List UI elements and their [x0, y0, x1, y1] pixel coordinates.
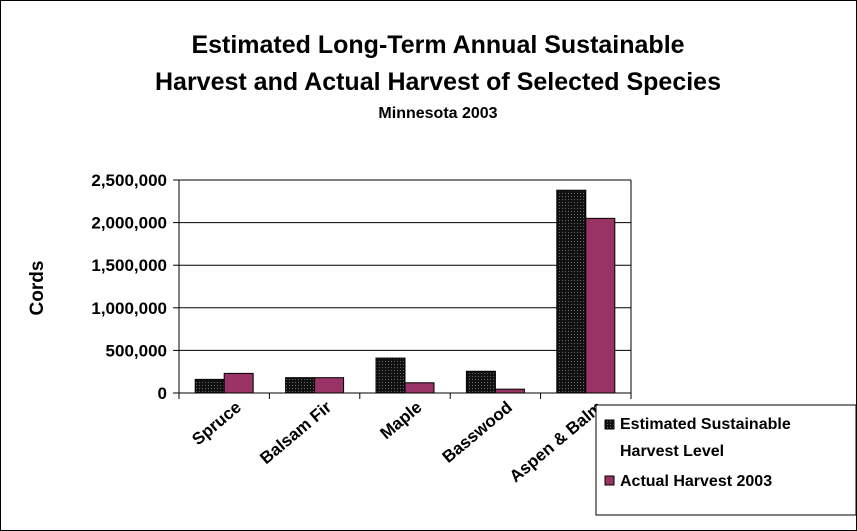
axes: [173, 179, 632, 399]
y-tick-label: 0: [158, 384, 167, 403]
chart-subtitle: Minnesota 2003: [378, 105, 497, 122]
y-tick-label: 1,000,000: [91, 299, 167, 318]
bar-estimated: [556, 189, 587, 394]
x-tick-label: Spruce: [188, 398, 244, 450]
bar-estimated: [465, 370, 496, 394]
legend-swatch-actual: [604, 475, 615, 486]
bar-estimated: [194, 378, 225, 394]
bar-actual: [404, 382, 435, 394]
bar-estimated: [285, 377, 316, 394]
bar-actual: [585, 217, 616, 394]
legend-box: [595, 404, 857, 516]
bar-actual: [314, 377, 345, 394]
bar-actual: [223, 372, 254, 394]
legend-label-estimated-line-2: Harvest Level: [620, 443, 724, 460]
y-tick-label: 500,000: [106, 341, 167, 360]
chart-title-line-1: Estimated Long-Term Annual Sustainable: [191, 31, 684, 59]
legend: Estimated Sustainable Harvest Level Actu…: [595, 404, 857, 516]
bar-estimated: [375, 357, 406, 394]
bars: [194, 189, 616, 394]
chart-title-line-2: Harvest and Actual Harvest of Selected S…: [155, 68, 721, 96]
legend-label-actual: Actual Harvest 2003: [620, 473, 772, 490]
legend-swatch-estimated: [604, 419, 615, 430]
x-tick-label: Aspen & Balm: [506, 398, 606, 487]
y-tick-label: 2,500,000: [91, 171, 167, 190]
y-tick-label: 2,000,000: [91, 214, 167, 233]
bar-actual: [494, 388, 525, 394]
gridlines: [179, 179, 631, 351]
y-axis-label: Cords: [27, 261, 48, 316]
x-tick-label: Maple: [376, 398, 425, 444]
y-tick-label: 1,500,000: [91, 256, 167, 275]
y-tick-labels: 0 500,000 1,000,000 1,500,000 2,000,000 2,500…: [91, 171, 167, 403]
x-tick-label: Balsam Fir: [256, 397, 335, 468]
x-tick-label: Basswood: [439, 398, 516, 467]
legend-label-estimated-line-1: Estimated Sustainable: [620, 416, 791, 433]
